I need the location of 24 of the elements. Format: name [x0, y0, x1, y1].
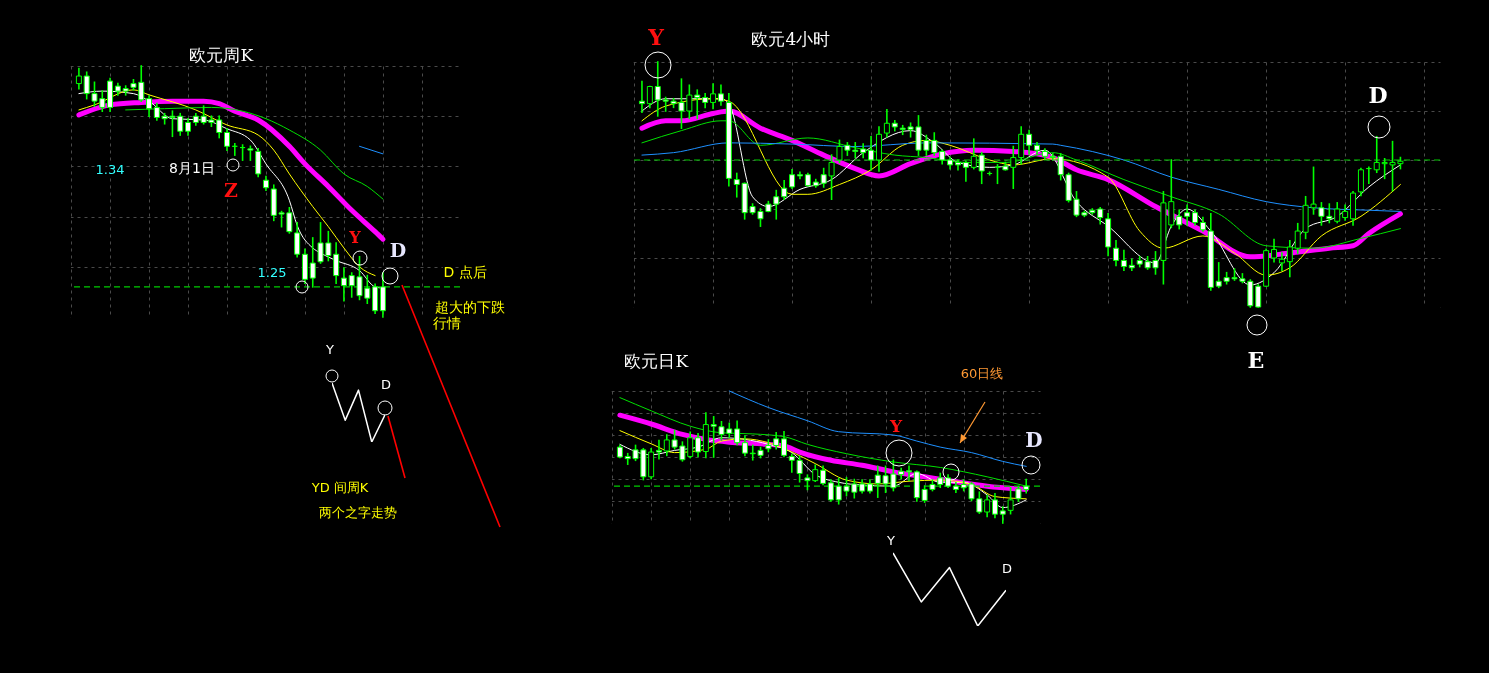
annotation: 1.25	[257, 264, 287, 280]
text: E	[1247, 347, 1265, 373]
chart-title: 欧元4小时	[751, 28, 831, 49]
annotation: 1.34	[95, 161, 125, 177]
annotation: Z	[224, 179, 239, 201]
annotation: Y	[348, 227, 362, 247]
annotation: D	[1025, 428, 1043, 452]
text: 两个之字走势	[319, 504, 397, 520]
chart-title: 欧元日K	[624, 350, 689, 371]
annotation: D	[1368, 82, 1388, 108]
text: D	[389, 239, 407, 261]
text: Y	[647, 24, 665, 50]
chart-title: 欧元周K	[189, 44, 254, 65]
text: Y	[886, 532, 896, 548]
annotation: Y	[888, 416, 903, 436]
text: 60日线	[960, 365, 1004, 381]
text: Y	[325, 341, 335, 357]
annotation: 8月1日	[169, 160, 215, 176]
text: 超大的下跌	[435, 299, 505, 315]
text: YD 间周K	[310, 479, 369, 495]
text: 行情	[433, 315, 461, 331]
annotation: D	[380, 376, 392, 392]
text: D 点后	[443, 264, 487, 280]
annotation: D	[1001, 560, 1013, 576]
